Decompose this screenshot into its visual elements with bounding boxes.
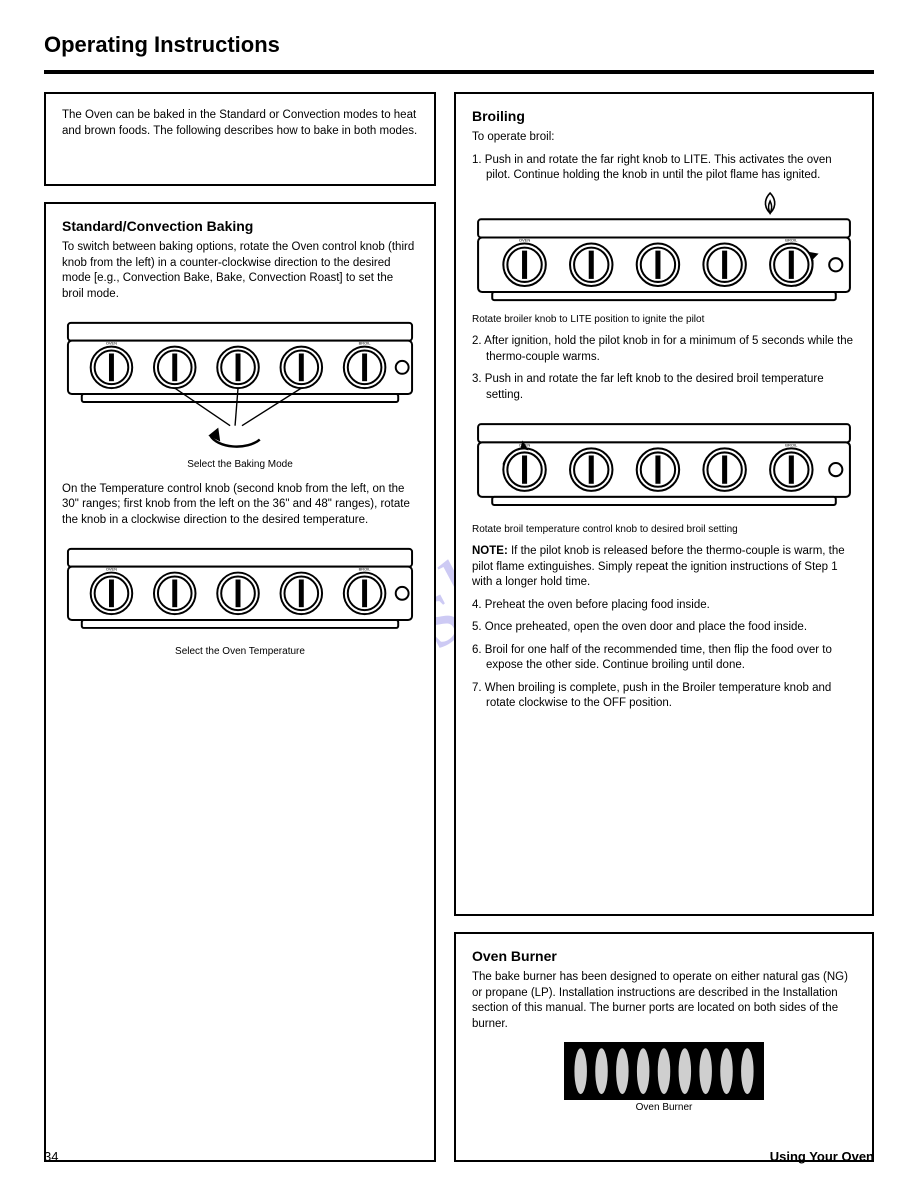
broil-step-7: 7. When broiling is complete, push in th… bbox=[486, 681, 856, 712]
burner-title: Oven Burner bbox=[472, 948, 856, 964]
svg-text:OVEN: OVEN bbox=[106, 341, 117, 346]
figure1-caption: Select the Baking Mode bbox=[62, 459, 418, 472]
svg-text:BROIL: BROIL bbox=[785, 237, 798, 242]
note-body: If the pilot knob is released before the… bbox=[472, 545, 845, 588]
broil-fig1-caption: Rotate broiler knob to LITE position to … bbox=[472, 314, 856, 327]
control-panel-figure-2: OVEN BROIL bbox=[62, 535, 418, 644]
baking-body-2: On the Temperature control knob (second … bbox=[62, 482, 418, 529]
broil-note: NOTE: If the pilot knob is released befo… bbox=[472, 544, 856, 591]
intro-box: The Oven can be baked in the Standard or… bbox=[44, 92, 436, 186]
broil-lead: To operate broil: bbox=[472, 130, 856, 146]
footer-section: Using Your Oven bbox=[770, 1149, 874, 1164]
svg-text:BROIL: BROIL bbox=[785, 443, 798, 448]
svg-text:OVEN: OVEN bbox=[106, 567, 117, 572]
broil-step-1: 1. Push in and rotate the far right knob… bbox=[486, 153, 856, 184]
broil-step-2: 2. After ignition, hold the pilot knob i… bbox=[486, 334, 856, 365]
burner-grate-figure bbox=[564, 1042, 764, 1100]
svg-text:BROIL: BROIL bbox=[359, 567, 372, 572]
page-number: 34 bbox=[44, 1149, 58, 1164]
baking-body-1: To switch between baking options, rotate… bbox=[62, 240, 418, 302]
broiling-box: Broiling To operate broil: 1. Push in an… bbox=[454, 92, 874, 916]
note-label: NOTE: bbox=[472, 545, 511, 557]
oven-burner-box: Oven Burner The bake burner has been des… bbox=[454, 932, 874, 1162]
svg-text:OVEN: OVEN bbox=[519, 237, 531, 242]
burner-body: The bake burner has been designed to ope… bbox=[472, 970, 856, 1032]
broil-figure-1: OVEN BROIL bbox=[472, 191, 856, 312]
broiling-title: Broiling bbox=[472, 108, 856, 124]
baking-title: Standard/Convection Baking bbox=[62, 218, 418, 234]
intro-text: The Oven can be baked in the Standard or… bbox=[62, 108, 418, 139]
broil-step-3: 3. Push in and rotate the far left knob … bbox=[486, 372, 856, 403]
control-panel-figure-1: OVEN BROIL bbox=[62, 309, 418, 457]
broil-step-5: 5. Once preheated, open the oven door an… bbox=[486, 620, 856, 636]
page-title: Operating Instructions bbox=[44, 32, 280, 58]
header-rule bbox=[44, 70, 874, 74]
figure2-caption: Select the Oven Temperature bbox=[62, 646, 418, 659]
burner-caption: Oven Burner bbox=[472, 1102, 856, 1115]
broil-figure-2: OVEN BROIL bbox=[472, 410, 856, 521]
svg-text:BROIL: BROIL bbox=[359, 341, 372, 346]
broil-step-4: 4. Preheat the oven before placing food … bbox=[486, 598, 856, 614]
broil-fig2-caption: Rotate broil temperature control knob to… bbox=[472, 524, 856, 537]
baking-box: Standard/Convection Baking To switch bet… bbox=[44, 202, 436, 1162]
broil-step-6: 6. Broil for one half of the recommended… bbox=[486, 643, 856, 674]
